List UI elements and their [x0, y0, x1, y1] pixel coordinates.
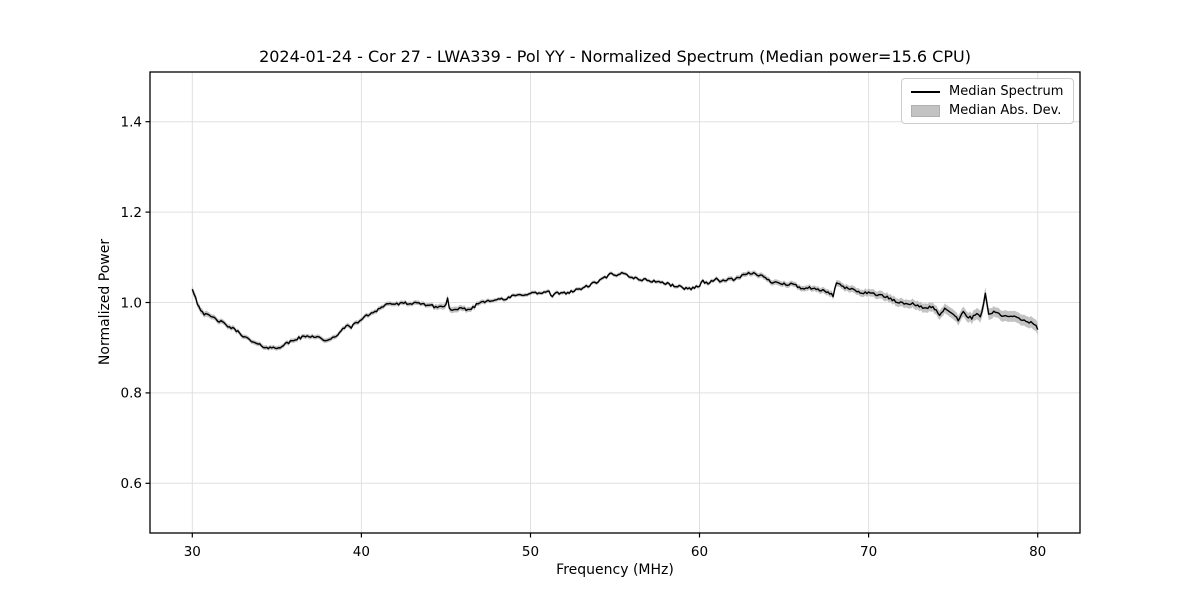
- x-tick-label: 60: [691, 544, 708, 560]
- legend-item-median-abs-dev: Median Abs. Dev.: [911, 103, 1063, 118]
- legend-line-swatch: [911, 90, 940, 93]
- legend-label: Median Abs. Dev.: [949, 103, 1062, 118]
- y-tick-label: 1.4: [121, 115, 142, 131]
- y-tick-label: 1.2: [121, 205, 142, 221]
- median-spectrum-line: [191, 271, 1039, 350]
- legend-box: Median Spectrum Median Abs. Dev.: [901, 78, 1075, 124]
- x-axis-label: Frequency (MHz): [556, 562, 674, 578]
- x-tick-label: 50: [522, 544, 539, 560]
- y-axis-label: Normalized Power: [97, 238, 113, 366]
- legend-item-median-spectrum: Median Spectrum: [911, 84, 1063, 99]
- x-tick-label: 80: [1029, 544, 1046, 560]
- legend-patch-swatch: [911, 104, 940, 117]
- y-tick-label: 1.0: [121, 295, 142, 311]
- legend-label: Median Spectrum: [949, 84, 1064, 99]
- y-tick-label: 0.6: [121, 476, 142, 492]
- x-tick-label: 40: [353, 544, 370, 560]
- y-tick-label: 0.8: [121, 386, 142, 402]
- x-tick-label: 70: [860, 544, 877, 560]
- chart-title: 2024-01-24 - Cor 27 - LWA339 - Pol YY - …: [259, 47, 971, 66]
- x-tick-label: 30: [184, 544, 201, 560]
- mad-band: [192, 270, 1038, 351]
